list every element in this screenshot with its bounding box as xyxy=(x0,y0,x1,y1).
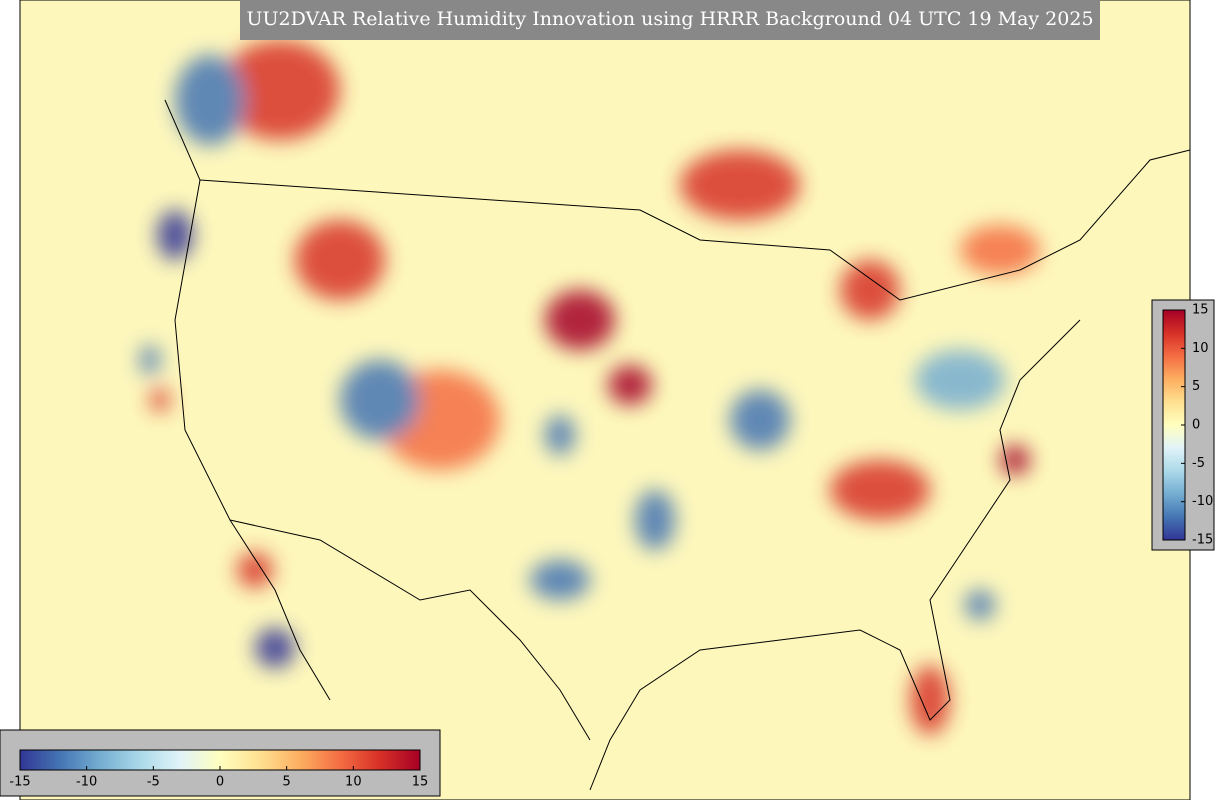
tick-label: -15 xyxy=(9,775,30,790)
tick-label: 10 xyxy=(1192,341,1209,356)
tick-label: 5 xyxy=(1192,379,1200,394)
tick-label: 10 xyxy=(345,775,362,790)
tick-label: -10 xyxy=(76,775,97,790)
title-box xyxy=(240,0,1100,40)
innovation-field xyxy=(140,40,1040,735)
tick-label: 0 xyxy=(1192,418,1200,433)
tick-label: -5 xyxy=(1192,456,1205,471)
tick-label: 5 xyxy=(283,775,291,790)
tick-label: -10 xyxy=(1192,494,1213,509)
tick-label: 15 xyxy=(1192,303,1209,318)
tick-label: -15 xyxy=(1192,533,1213,548)
map-title: UU2DVAR Relative Humidity Innovation usi… xyxy=(246,8,1093,30)
boundaries xyxy=(164,99,1191,791)
tick-label: 15 xyxy=(412,775,429,790)
tick-label: 0 xyxy=(216,775,224,790)
tick-label: -5 xyxy=(147,775,160,790)
